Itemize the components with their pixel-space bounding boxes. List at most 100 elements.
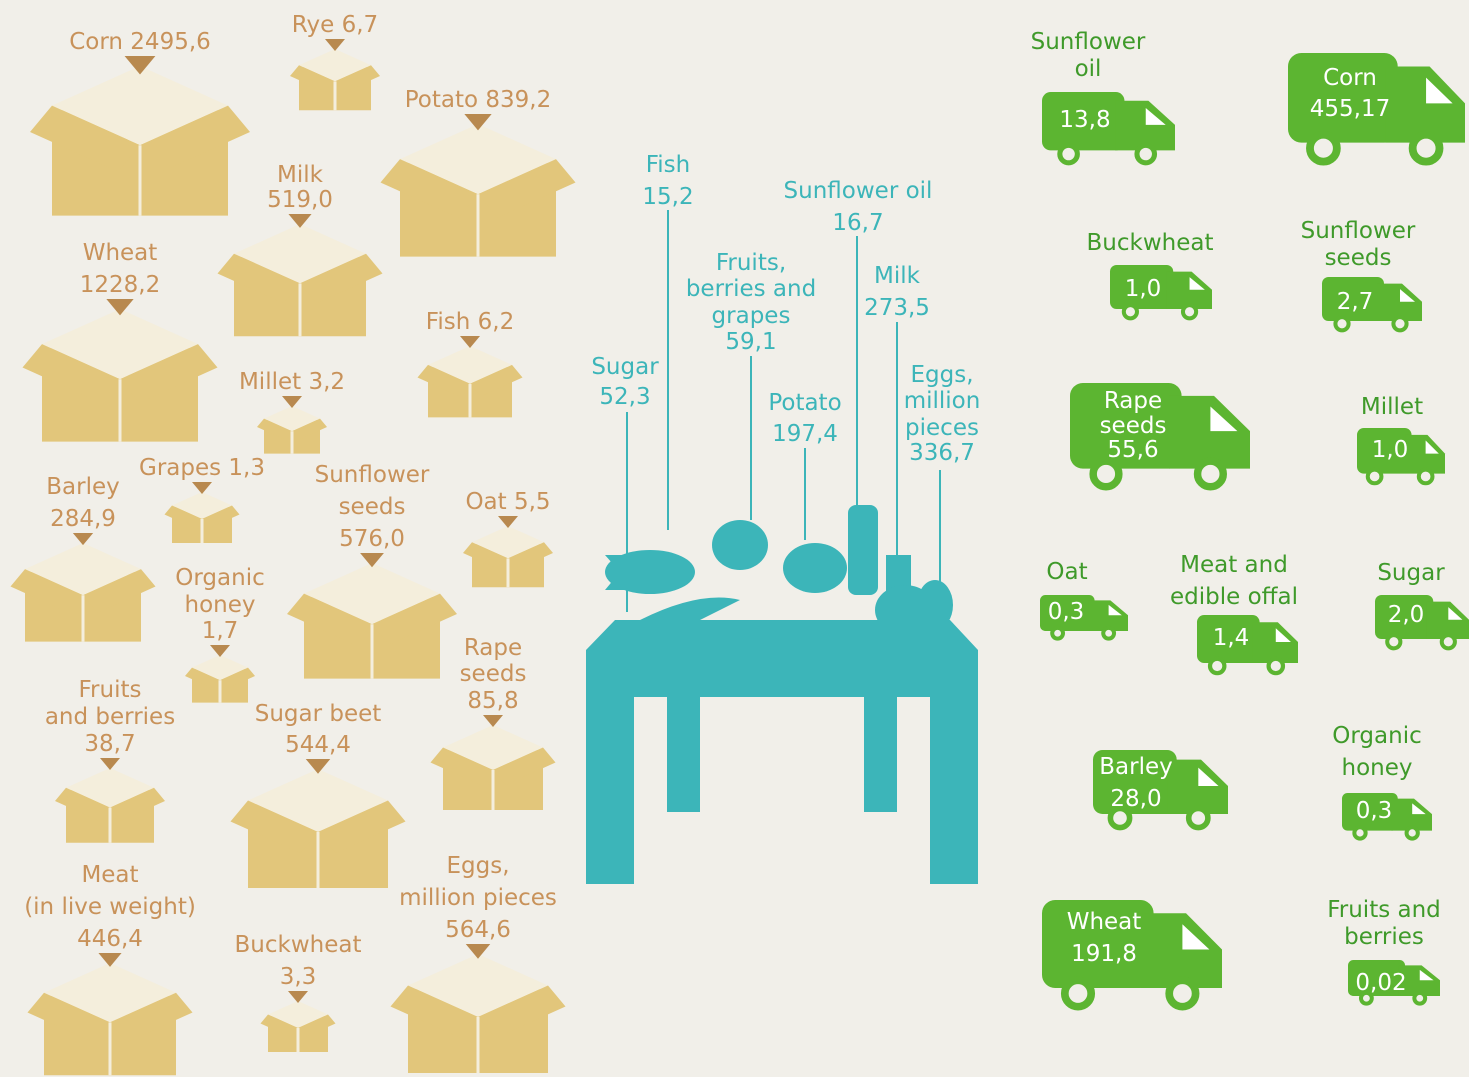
label-text: Fruits — [79, 677, 142, 703]
label: Sunflower — [315, 462, 430, 488]
table-leg — [930, 697, 978, 884]
value: 455,17 — [1310, 96, 1390, 122]
truck-wheel — [1169, 980, 1195, 1006]
label-text: Sunflower oil — [784, 178, 933, 204]
truck-wheel — [1368, 470, 1382, 484]
infographic: Corn 2495,6Rye 6,7Potato 839,2Milk519,0W… — [0, 0, 1469, 1077]
label: Rye 6,7 — [292, 12, 378, 38]
label-text: edible offal — [1170, 584, 1298, 610]
label-text: honey — [185, 592, 256, 618]
box — [391, 944, 566, 1073]
label: Sugar — [1377, 560, 1445, 586]
label: Milk — [874, 263, 921, 289]
label: Organic — [175, 565, 264, 591]
truck-wheel — [1052, 628, 1063, 639]
value: 59,1 — [725, 329, 776, 355]
truck-wheel — [1407, 827, 1418, 838]
label-text: Fish — [646, 152, 691, 178]
arrow — [73, 533, 93, 545]
label-text: Rye — [292, 12, 335, 38]
value: 336,7 — [909, 440, 975, 466]
label: Millet 3,2 — [239, 369, 345, 395]
label: 2,0 — [1388, 602, 1425, 628]
table-front — [586, 650, 978, 697]
truck-wheel — [1103, 628, 1114, 639]
value: 13,8 — [1059, 107, 1110, 133]
value: 0,3 — [1048, 599, 1085, 625]
label: Potato 839,2 — [405, 87, 552, 113]
truck-wheel — [1269, 659, 1283, 673]
label: 38,7 — [84, 731, 135, 757]
label: 191,8 — [1071, 941, 1137, 967]
label-text: million pieces — [399, 885, 557, 911]
label-text: million — [904, 388, 981, 414]
label-text: Sunflower — [315, 462, 430, 488]
value: 544,4 — [285, 732, 351, 758]
label: Fruits — [79, 677, 142, 703]
box — [55, 758, 165, 843]
value: 85,8 — [467, 688, 518, 714]
label: Meat and — [1180, 552, 1288, 578]
label: 55,6 — [1107, 437, 1158, 463]
label: Oat 5,5 — [465, 489, 550, 515]
label-text: Grapes — [139, 455, 221, 481]
value: 839,2 — [485, 87, 551, 113]
arrow — [100, 758, 120, 770]
label: Sunflower oil — [784, 178, 933, 204]
value: 55,6 — [1107, 437, 1158, 463]
label: Organic — [1332, 723, 1421, 749]
label: 544,4 — [285, 732, 351, 758]
label-text: seeds — [1325, 245, 1392, 271]
value: 1228,2 — [80, 272, 160, 298]
label: Barley — [1099, 754, 1172, 780]
label: 2,7 — [1337, 289, 1374, 315]
truck-wheel — [1183, 305, 1196, 318]
table-leg — [667, 697, 700, 812]
label: grapes — [712, 303, 791, 329]
label-text: Sunflower — [1031, 29, 1146, 55]
potato-icon — [783, 543, 847, 593]
label-text: (in live weight) — [24, 894, 196, 920]
box — [30, 56, 250, 216]
label: Eggs, — [446, 853, 509, 879]
arrow — [306, 759, 331, 774]
label: Milk — [277, 162, 324, 188]
label-text: seeds — [339, 494, 406, 520]
label: 0,3 — [1048, 599, 1085, 625]
label: Fruits and — [1327, 897, 1441, 923]
label: million pieces — [399, 885, 557, 911]
label: 85,8 — [467, 688, 518, 714]
label-text: Fruits and — [1327, 897, 1441, 923]
value: 564,6 — [445, 917, 511, 943]
value: 3,3 — [280, 964, 317, 990]
label: Buckwheat — [235, 932, 362, 958]
spoon-icon — [640, 598, 740, 621]
label-text: Organic — [1332, 723, 1421, 749]
label-text: Millet — [239, 369, 301, 395]
value: 1,0 — [1372, 437, 1409, 463]
box — [290, 39, 380, 110]
value: 2,0 — [1388, 602, 1425, 628]
label: honey — [1342, 755, 1413, 781]
label-text: Barley — [1099, 754, 1172, 780]
label: and berries — [45, 704, 175, 730]
label: Potato — [768, 390, 841, 416]
label: honey — [185, 592, 256, 618]
value: 6,7 — [342, 12, 379, 38]
truck-wheel — [1210, 659, 1224, 673]
label: 1,7 — [202, 618, 239, 644]
box — [431, 715, 556, 810]
arrow — [466, 944, 491, 959]
value: 576,0 — [339, 526, 405, 552]
box — [381, 114, 576, 257]
label: Fish — [646, 152, 691, 178]
label: 28,0 — [1110, 786, 1161, 812]
label: Millet — [1361, 394, 1423, 420]
value: 5,5 — [514, 489, 551, 515]
value: 3,2 — [308, 369, 345, 395]
arrow — [288, 214, 311, 228]
label: Rape — [464, 635, 522, 661]
label: (in live weight) — [24, 894, 196, 920]
label: oil — [1075, 56, 1102, 82]
label: 1,0 — [1372, 437, 1409, 463]
